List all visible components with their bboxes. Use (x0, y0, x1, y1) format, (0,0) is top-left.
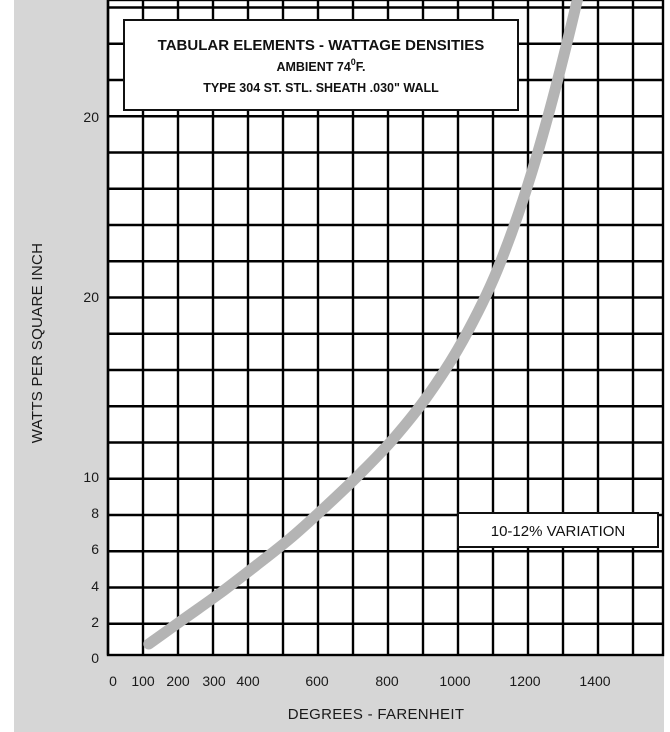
y-tick-label: 6 (91, 541, 99, 557)
variation-annotation: 10-12% VARIATION (491, 523, 626, 540)
series-layer (143, 0, 584, 650)
y-tick-label: 20 (83, 109, 99, 125)
y-tick-label: 4 (91, 578, 99, 594)
chart-title: TABULAR ELEMENTS - WATTAGE DENSITIES (158, 37, 485, 54)
x-tick-label: 1000 (439, 673, 470, 689)
y-tick-label: 20 (83, 289, 99, 305)
x-axis-title: DEGREES - FARENHEIT (288, 706, 465, 723)
y-tick-label: 10 (83, 469, 99, 485)
x-tick-label: 800 (375, 673, 399, 689)
y-tick-label: 8 (91, 505, 99, 521)
subtitle-ambient-text: AMBIENT 74 (276, 60, 350, 74)
x-tick-label: 200 (166, 673, 190, 689)
title-box: TABULAR ELEMENTS - WATTAGE DENSITIES AMB… (123, 19, 519, 111)
x-tick-label: 0 (109, 673, 117, 689)
chart-subtitle-sheath: TYPE 304 ST. STL. SHEATH .030" WALL (203, 81, 439, 95)
title-box-border (123, 19, 519, 111)
x-tick-label: 1200 (509, 673, 540, 689)
y-axis-title: WATTS PER SQUARE INCH (29, 243, 46, 443)
annotation-box: 10-12% VARIATION (457, 512, 659, 548)
subtitle-unit-suffix: F. (356, 60, 366, 74)
plot-frame (106, 0, 665, 657)
x-tick-label: 400 (236, 673, 260, 689)
x-tick-label: 600 (305, 673, 329, 689)
subtitle-degree-superscript: 0 (351, 57, 356, 67)
wattage-curve (143, 0, 584, 650)
y-tick-labels: 0 2 4 6 8 10 20 20 (83, 109, 99, 666)
x-tick-label: 100 (131, 673, 155, 689)
chart-subtitle-ambient: AMBIENT 740F. (276, 57, 365, 74)
x-tick-labels: 0 100 200 300 400 600 800 1000 1200 1400 (109, 673, 611, 689)
y-tick-label: 0 (91, 650, 99, 666)
y-tick-label: 2 (91, 614, 99, 630)
annotation-box-border (457, 512, 659, 548)
x-tick-label: 300 (202, 673, 226, 689)
x-tick-label: 1400 (579, 673, 610, 689)
